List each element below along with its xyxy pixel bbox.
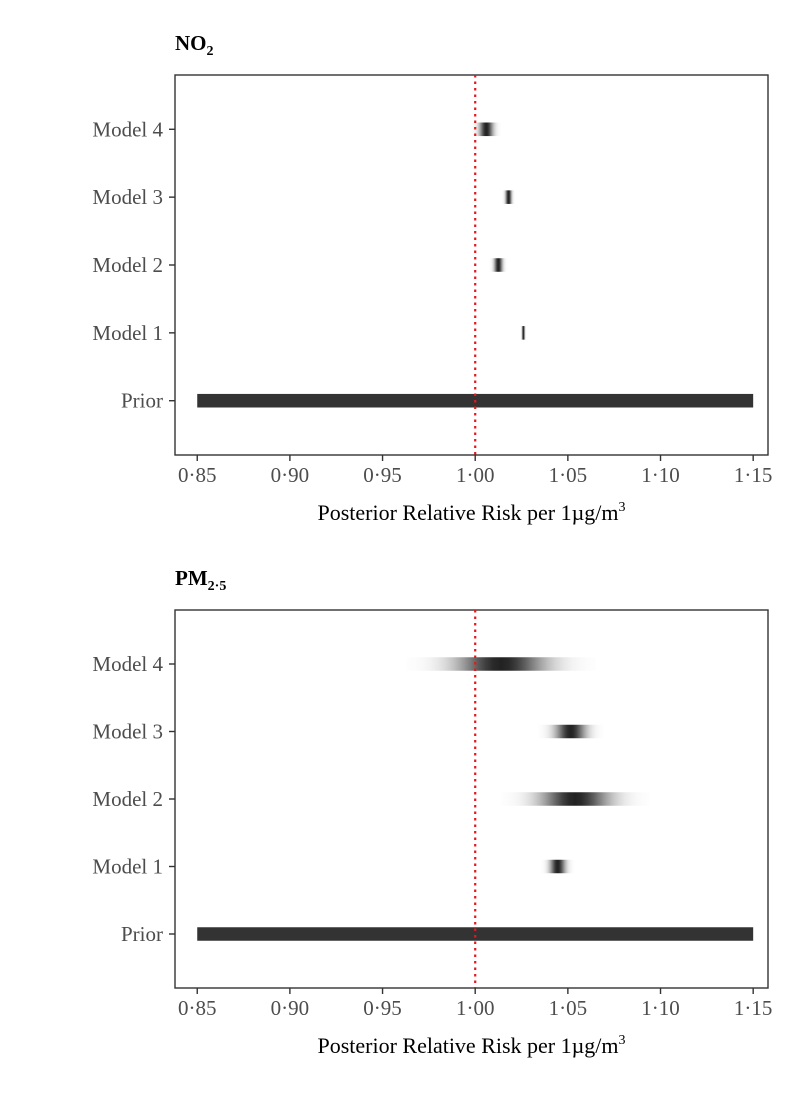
x-tick-label: 1·05	[549, 996, 588, 1020]
x-tick-label: 1·15	[734, 996, 773, 1020]
density-strip-model-3	[538, 724, 604, 739]
chart-title-main: PM	[175, 566, 208, 590]
y-tick-label: Model 3	[92, 720, 163, 744]
y-tick-label: Prior	[121, 389, 163, 413]
x-tick-label: 1·00	[456, 463, 495, 487]
x-axis-label-main: Posterior Relative Risk per 1µg/m	[317, 500, 618, 525]
chart-panel-2: PM2·5 Prior Model 1 Model 2 Model 3 Model 4 0·…	[92, 566, 772, 1058]
y-tick-label: Model 4	[92, 652, 163, 676]
x-tick-label: 1·10	[641, 996, 680, 1020]
x-axis-label-sup: 3	[619, 500, 626, 515]
plot-frame	[174, 609, 769, 989]
y-tick-label: Model 1	[92, 321, 163, 345]
y-tick-label: Model 2	[92, 787, 163, 811]
x-tick-label: 0·85	[178, 996, 217, 1020]
x-tick-label: 0·90	[271, 996, 310, 1020]
x-axis-label-sup: 3	[619, 1033, 626, 1048]
chart-title: PM2·5	[175, 566, 226, 594]
x-tick-label: 0·90	[271, 463, 310, 487]
density-strip-model-1	[541, 859, 575, 874]
density-strip-model-1	[520, 326, 527, 340]
x-tick-label: 1·10	[641, 463, 680, 487]
chart-panel-1: NO2 Prior Model 1 Model 2 Model 3 Model 4 0·85…	[92, 31, 772, 525]
chart-title-sub: 2·5	[208, 579, 227, 594]
x-axis-label: Posterior Relative Risk per 1µg/m3	[317, 500, 625, 525]
density-strip-model-2	[501, 792, 650, 806]
y-tick-label: Model 2	[92, 253, 163, 277]
x-axis-label: Posterior Relative Risk per 1µg/m3	[317, 1033, 625, 1058]
x-tick-label: 0·95	[363, 996, 402, 1020]
density-strip-model-2	[489, 258, 508, 272]
density-strip-model-4	[406, 657, 597, 671]
chart-title-main: NO	[175, 31, 207, 55]
density-strip-prior	[197, 927, 754, 941]
x-tick-label: 1·15	[734, 463, 773, 487]
y-tick-label: Model 1	[92, 855, 163, 879]
plot-frame	[174, 74, 769, 456]
x-tick-label: 0·85	[178, 463, 217, 487]
y-tick-label: Prior	[121, 922, 163, 946]
x-tick-label: 0·95	[363, 463, 402, 487]
density-strip-model-3	[502, 190, 516, 204]
chart-title: NO2	[175, 31, 214, 59]
chart-title-sub: 2	[207, 44, 214, 59]
x-tick-label: 1·05	[549, 463, 588, 487]
y-tick-label: Model 4	[92, 117, 163, 141]
y-tick-label: Model 3	[92, 185, 163, 209]
x-tick-label: 1·00	[456, 996, 495, 1020]
density-strip-model-4	[471, 122, 502, 137]
x-axis-label-main: Posterior Relative Risk per 1µg/m	[317, 1033, 618, 1058]
